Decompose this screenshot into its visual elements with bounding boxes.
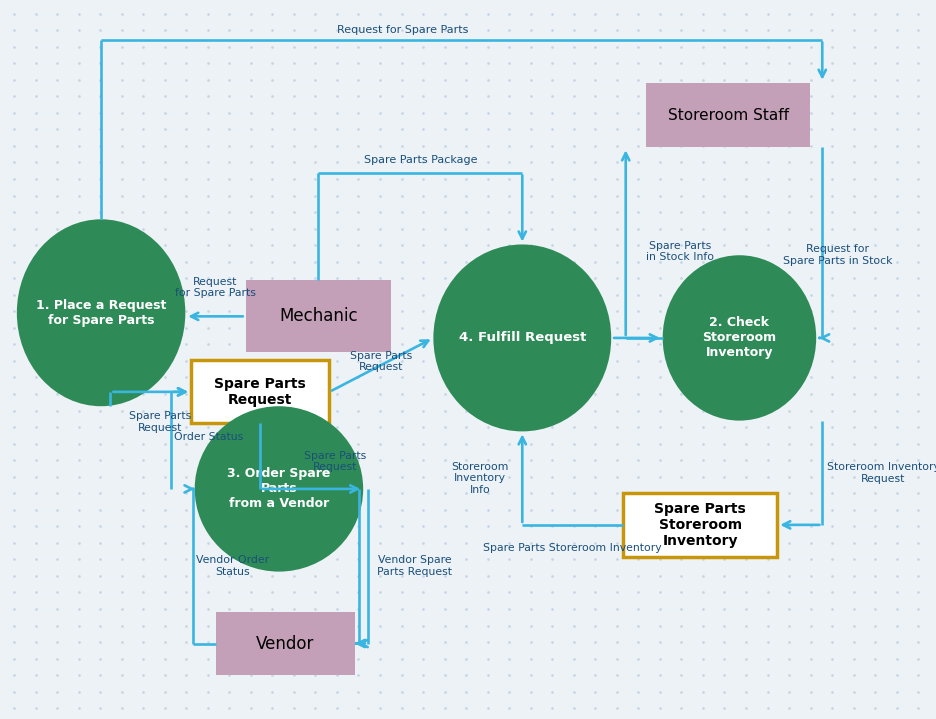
- Text: 3. Order Spare
Parts
from a Vendor: 3. Order Spare Parts from a Vendor: [227, 467, 330, 510]
- Ellipse shape: [195, 406, 363, 572]
- Ellipse shape: [17, 219, 185, 406]
- Text: Spare Parts
in Stock Info: Spare Parts in Stock Info: [646, 241, 714, 262]
- Text: Storeroom Staff: Storeroom Staff: [667, 108, 789, 122]
- Bar: [216, 612, 355, 675]
- Text: 1. Place a Request
for Spare Parts: 1. Place a Request for Spare Parts: [36, 299, 167, 326]
- Bar: [623, 493, 778, 557]
- Text: Storeroom
Inventory
Info: Storeroom Inventory Info: [451, 462, 509, 495]
- Text: Mechanic: Mechanic: [279, 307, 358, 326]
- Text: Spare Parts
Request: Spare Parts Request: [214, 377, 306, 407]
- Bar: [191, 360, 329, 423]
- Text: Request
for Spare Parts: Request for Spare Parts: [175, 277, 256, 298]
- Text: Spare Parts
Request: Spare Parts Request: [304, 451, 366, 472]
- Text: Request for
Spare Parts in Stock: Request for Spare Parts in Stock: [783, 244, 892, 266]
- Text: Request for Spare Parts: Request for Spare Parts: [337, 25, 468, 35]
- Text: Storeroom Inventory
Request: Storeroom Inventory Request: [826, 462, 936, 484]
- Bar: [647, 83, 811, 147]
- Ellipse shape: [663, 255, 816, 421]
- Text: 2. Check
Storeroom
Inventory: 2. Check Storeroom Inventory: [702, 316, 777, 360]
- Text: Spare Parts Storeroom Inventory: Spare Parts Storeroom Inventory: [483, 543, 662, 553]
- Text: Spare Parts
Request: Spare Parts Request: [350, 351, 413, 372]
- Text: Vendor Spare
Parts Request: Vendor Spare Parts Request: [377, 555, 452, 577]
- Text: Spare Parts
Request: Spare Parts Request: [129, 411, 191, 433]
- Text: 4. Fulfill Request: 4. Fulfill Request: [459, 331, 586, 344]
- Ellipse shape: [433, 244, 611, 431]
- Text: Vendor Order
Status: Vendor Order Status: [196, 555, 269, 577]
- Bar: [246, 280, 391, 352]
- Text: Spare Parts
Storeroom
Inventory: Spare Parts Storeroom Inventory: [654, 502, 746, 548]
- Text: Order Status: Order Status: [174, 432, 243, 441]
- Text: Vendor: Vendor: [256, 634, 314, 653]
- Text: Spare Parts Package: Spare Parts Package: [363, 155, 477, 165]
